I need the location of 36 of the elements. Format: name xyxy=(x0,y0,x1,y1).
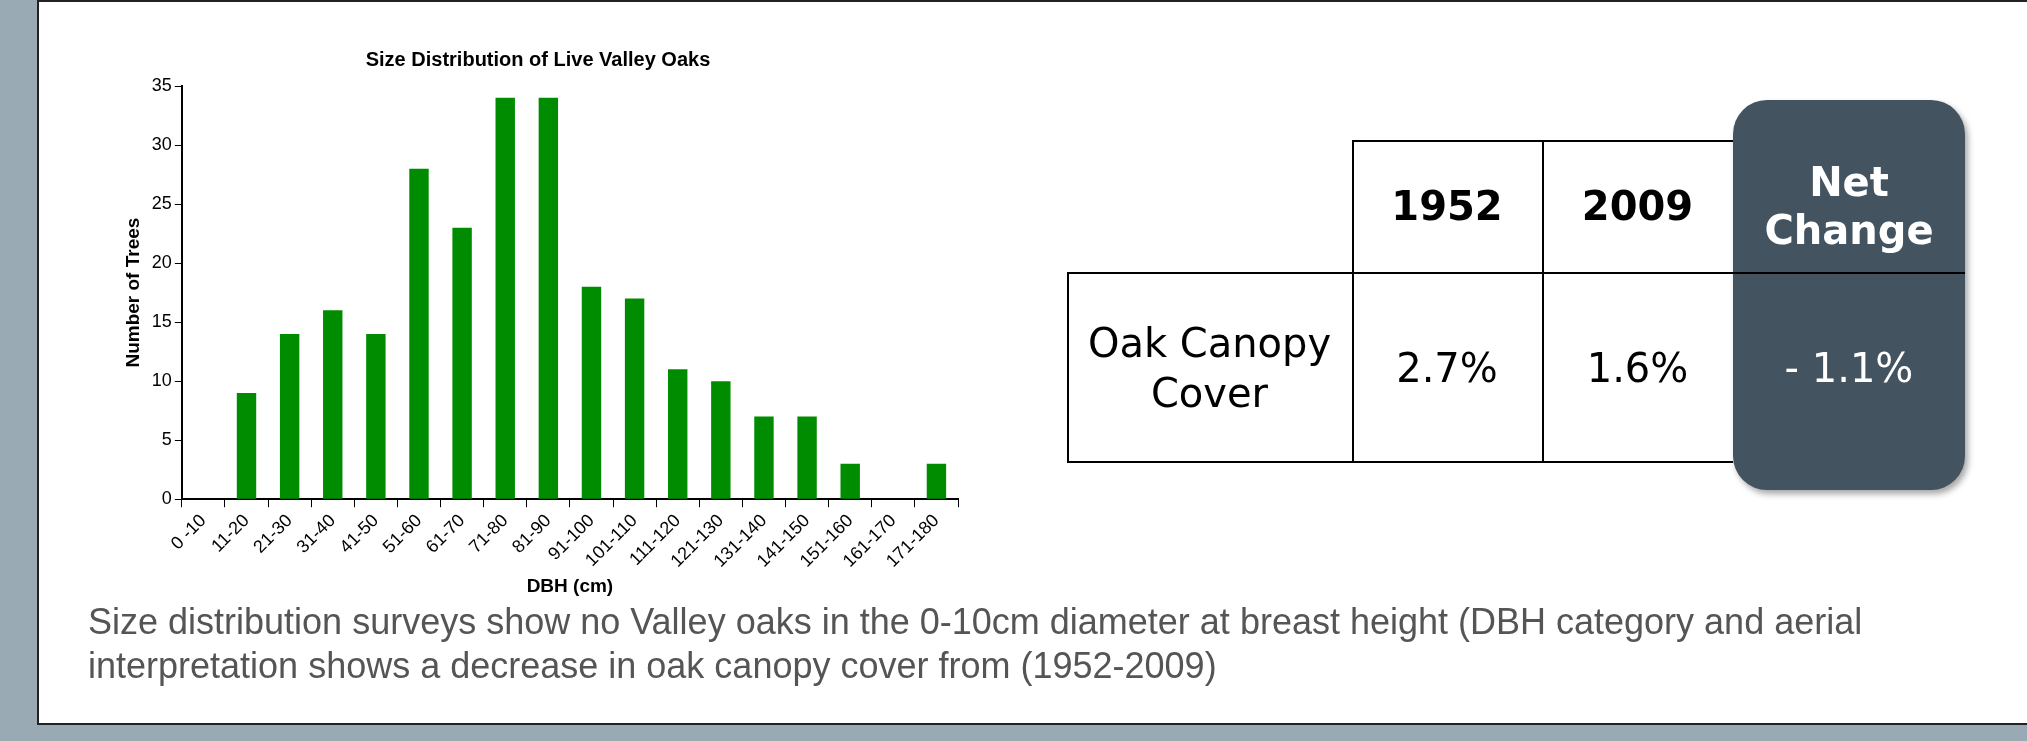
bar xyxy=(797,416,817,499)
bar xyxy=(624,298,645,499)
bar xyxy=(711,381,731,499)
bar xyxy=(926,463,947,499)
text: 1.6% xyxy=(1585,343,1690,393)
text: 1952 xyxy=(1390,182,1504,231)
bar xyxy=(279,333,300,499)
x-tick-label: 0 -10 xyxy=(166,510,210,554)
bar xyxy=(668,369,688,499)
bar xyxy=(754,416,774,499)
y-tick-label: 15 xyxy=(151,311,172,332)
bar xyxy=(495,97,515,499)
text: 2009 xyxy=(1580,182,1695,231)
bar xyxy=(236,392,257,499)
chart-title: Size Distribution of Live Valley Oaks xyxy=(365,47,711,70)
bar xyxy=(323,310,343,499)
text: - 1.1% xyxy=(1783,343,1915,393)
y-tick-label: 5 xyxy=(161,429,172,450)
y-axis-title: Number of Trees xyxy=(121,217,143,368)
bar xyxy=(366,333,386,499)
y-tick-label: 35 xyxy=(151,74,172,95)
bar xyxy=(452,227,472,499)
y-tick-label: 10 xyxy=(151,370,172,391)
y-tick-label: 25 xyxy=(151,193,172,214)
y-tick-label: 30 xyxy=(151,134,172,154)
text: Size distribution surveys show no Valley oaks in the 0-10cm diameter at breast height (DBH category and aerial interpretation shows a decrease in oak canopy cover from (1952-2009) xyxy=(88,600,1864,688)
bar xyxy=(581,286,602,499)
x-axis-title: DBH (cm) xyxy=(526,574,614,596)
text: Oak Canopy Cover xyxy=(1086,318,1333,418)
y-tick-label: 20 xyxy=(151,252,172,273)
text: Net Change xyxy=(1763,158,1935,255)
bar xyxy=(840,463,860,499)
text: 2.7% xyxy=(1395,343,1499,393)
y-tick-label: 0 xyxy=(161,488,172,509)
bar xyxy=(538,97,559,499)
bar xyxy=(409,168,429,499)
